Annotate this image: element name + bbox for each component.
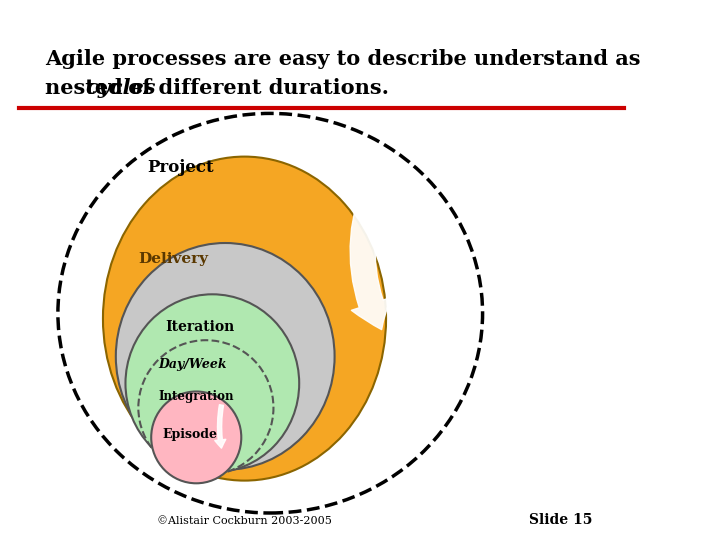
Text: Delivery: Delivery xyxy=(139,252,209,266)
FancyArrowPatch shape xyxy=(215,404,226,448)
Text: Agile processes are easy to describe understand as: Agile processes are easy to describe und… xyxy=(45,49,641,69)
Ellipse shape xyxy=(151,392,241,483)
Ellipse shape xyxy=(116,243,335,470)
Text: Episode: Episode xyxy=(162,428,217,441)
Text: Slide 15: Slide 15 xyxy=(528,512,592,526)
Text: nested: nested xyxy=(45,78,130,98)
Ellipse shape xyxy=(138,340,274,475)
Ellipse shape xyxy=(103,157,386,481)
Text: cycles: cycles xyxy=(85,78,156,98)
Text: of different durations.: of different durations. xyxy=(121,78,389,98)
Text: Day/Week: Day/Week xyxy=(159,358,228,371)
Text: Project: Project xyxy=(147,159,213,176)
Text: Iteration: Iteration xyxy=(165,320,234,334)
Ellipse shape xyxy=(125,294,300,472)
Text: Integration: Integration xyxy=(158,390,234,403)
FancyArrowPatch shape xyxy=(350,167,393,329)
Text: ©Alistair Cockburn 2003-2005: ©Alistair Cockburn 2003-2005 xyxy=(157,516,332,526)
